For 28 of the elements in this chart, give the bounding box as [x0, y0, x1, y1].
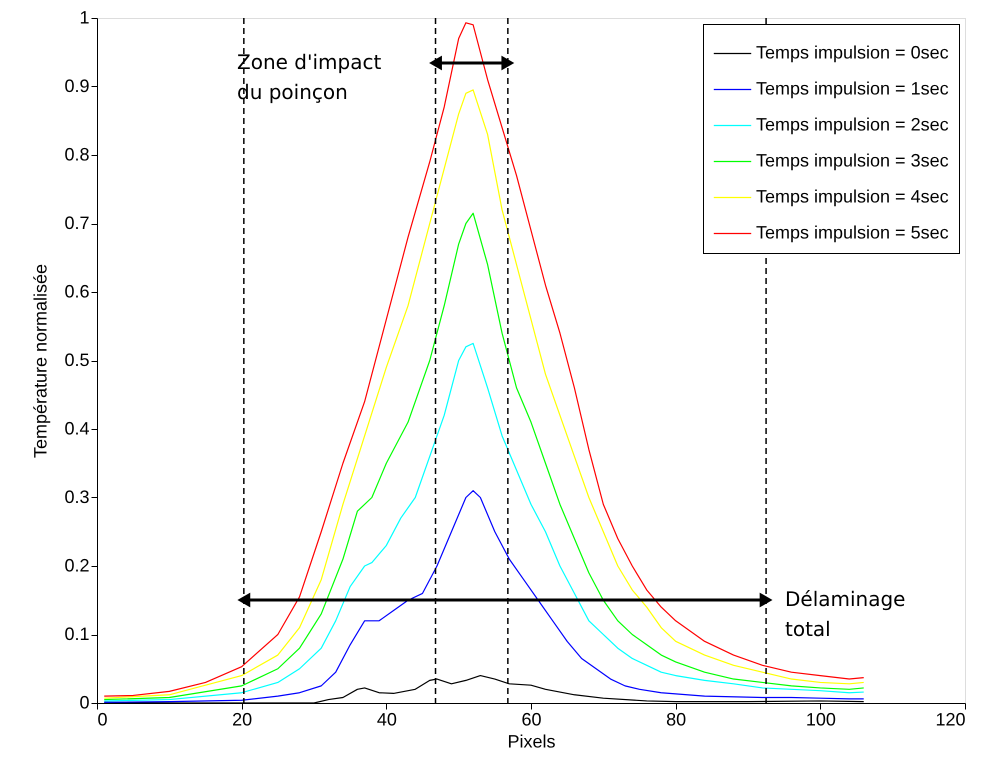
y-tick-label: 0.6 — [64, 282, 90, 302]
legend-label: Temps impulsion = 3sec — [756, 150, 949, 170]
legend-label: Temps impulsion = 1sec — [756, 78, 949, 98]
y-tick-label: 0 — [79, 692, 90, 712]
y-tick-label: 0.1 — [64, 624, 90, 644]
x-tick-label: 60 — [521, 710, 542, 730]
legend-label: Temps impulsion = 4sec — [756, 186, 949, 206]
y-tick-label: 0.5 — [64, 350, 90, 370]
y-tick-label: 0.3 — [64, 487, 90, 507]
y-tick-label: 0.9 — [64, 76, 90, 96]
y-tick-label: 1 — [79, 8, 90, 28]
x-axis-title: Pixels — [507, 732, 556, 752]
x-tick-label: 100 — [806, 710, 836, 730]
y-tick-label: 0.8 — [64, 144, 90, 164]
x-tick-label: 80 — [666, 710, 686, 730]
y-tick-label: 0.7 — [64, 213, 90, 233]
annotation: Délaminage total — [785, 587, 906, 641]
x-tick-label: 0 — [98, 710, 108, 730]
annotation: Zone d'impact du poinçon — [237, 50, 382, 104]
y-tick-label: 0.4 — [64, 418, 90, 438]
y-axis-title: Température normalisée — [30, 264, 50, 458]
x-tick-label: 20 — [232, 710, 252, 730]
x-tick-label: 120 — [935, 710, 966, 730]
legend-label: Temps impulsion = 0sec — [756, 42, 949, 62]
legend-label: Temps impulsion = 2sec — [756, 114, 949, 134]
x-tick-label: 40 — [376, 710, 397, 730]
y-tick-label: 0.2 — [64, 556, 90, 576]
legend-label: Temps impulsion = 5sec — [756, 222, 949, 242]
